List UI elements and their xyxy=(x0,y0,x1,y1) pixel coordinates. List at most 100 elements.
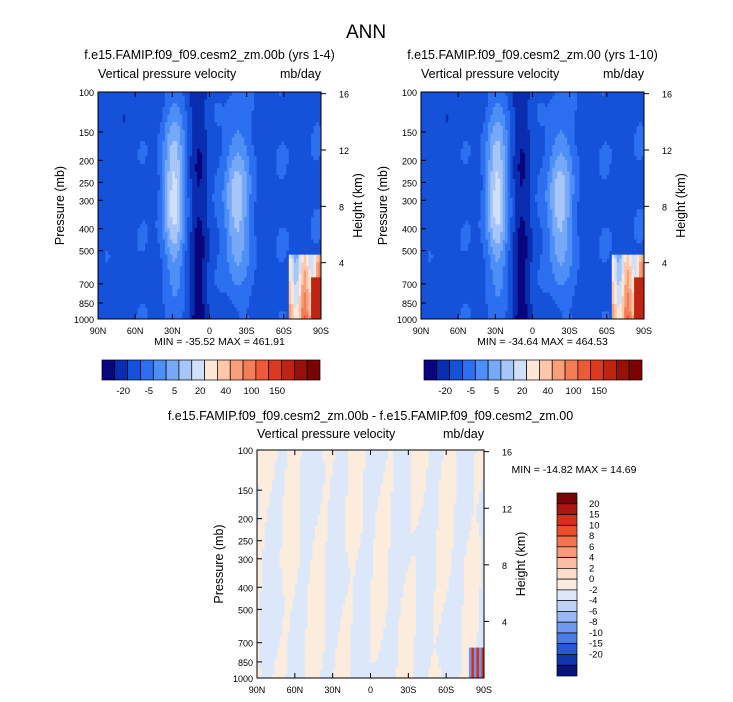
contour-cell xyxy=(273,231,277,237)
contour-cell xyxy=(271,95,275,100)
contour-cell xyxy=(249,224,253,229)
contour-cell xyxy=(251,296,255,301)
contour-cell xyxy=(264,247,267,252)
contour-cell xyxy=(177,296,181,301)
contour-cell xyxy=(179,92,183,97)
contour-cell xyxy=(105,281,109,286)
contour-cell xyxy=(142,133,146,138)
contour-cell xyxy=(197,266,200,271)
contour-cell xyxy=(229,194,233,199)
contour-cell xyxy=(172,266,176,271)
contour-cell xyxy=(254,160,257,165)
contour-cell xyxy=(115,114,119,119)
contour-cell xyxy=(98,95,101,100)
contour-cell xyxy=(236,254,240,259)
contour-cell xyxy=(281,107,285,112)
contour-cell xyxy=(231,190,235,195)
contour-cell xyxy=(184,269,188,274)
contour-cell xyxy=(259,201,262,206)
contour-cell xyxy=(117,190,121,195)
contour-cell xyxy=(291,243,295,248)
contour-cell xyxy=(100,296,104,301)
contour-cell xyxy=(142,179,146,184)
contour-cell xyxy=(236,95,240,100)
contour-cell xyxy=(236,141,240,146)
contour-cell xyxy=(226,194,230,199)
contour-cell xyxy=(150,129,153,135)
contour-cell xyxy=(197,288,200,293)
contour-cell xyxy=(224,220,228,225)
contour-cell xyxy=(115,250,119,256)
contour-cell xyxy=(216,266,220,271)
contour-cell xyxy=(303,160,307,165)
contour-cell xyxy=(110,103,114,108)
contour-cell xyxy=(142,277,146,282)
contour-cell xyxy=(244,220,248,225)
contour-cell xyxy=(211,216,215,222)
contour-cell xyxy=(169,292,173,297)
contour-cell xyxy=(135,243,139,248)
contour-cell xyxy=(236,92,240,97)
contour-cell xyxy=(130,190,134,195)
contour-cell xyxy=(197,114,200,119)
contour-cell xyxy=(184,103,188,108)
contour-cell xyxy=(209,141,213,146)
contour-cell xyxy=(214,224,218,229)
contour-cell xyxy=(211,175,215,180)
contour-cell xyxy=(179,269,183,274)
contour-cell xyxy=(226,239,230,244)
contour-cell xyxy=(112,114,116,119)
contour-cell xyxy=(169,182,173,187)
contour-cell xyxy=(254,284,257,290)
contour-cell xyxy=(311,292,314,297)
contour-cell xyxy=(231,141,235,146)
contour-cell xyxy=(100,224,104,229)
contour-cell xyxy=(288,269,292,274)
contour-cell xyxy=(318,254,322,259)
contour-cell xyxy=(105,224,109,229)
contour-cell xyxy=(211,167,215,172)
contour-cell xyxy=(154,292,158,297)
contour-cell xyxy=(298,239,302,244)
contour-cell xyxy=(115,92,119,97)
contour-cell xyxy=(115,126,119,131)
contour-cell xyxy=(154,99,158,104)
contour-cell xyxy=(296,160,300,165)
contour-cell xyxy=(293,141,297,146)
contour-cell xyxy=(308,148,312,153)
contour-cell xyxy=(122,103,126,108)
contour-cell xyxy=(313,254,317,259)
contour-cell xyxy=(214,186,218,191)
contour-cell xyxy=(115,171,119,176)
contour-cell xyxy=(234,205,238,210)
contour-cell xyxy=(145,144,148,150)
contour-cell xyxy=(169,269,173,274)
contour-cell xyxy=(259,205,262,210)
contour-cell xyxy=(288,254,292,259)
contour-cell xyxy=(256,258,260,263)
contour-cell xyxy=(172,213,176,218)
contour-cell xyxy=(256,262,260,267)
contour-cell xyxy=(150,152,153,157)
contour-cell xyxy=(135,182,139,187)
contour-cell xyxy=(154,243,158,248)
contour-cell xyxy=(105,118,109,123)
contour-cell xyxy=(296,126,300,131)
contour-cell xyxy=(132,284,136,290)
contour-cell xyxy=(246,175,250,180)
contour-cell xyxy=(224,148,228,153)
contour-cell xyxy=(98,247,101,252)
contour-cell xyxy=(147,110,151,116)
contour-cell xyxy=(115,190,119,195)
contour-cell xyxy=(132,201,136,206)
contour-cell xyxy=(311,266,314,271)
contour-cell xyxy=(150,296,153,301)
contour-cell xyxy=(311,273,314,278)
contour-cell xyxy=(189,209,193,214)
contour-cell xyxy=(184,266,188,271)
contour-cell xyxy=(172,118,176,123)
contour-cell xyxy=(288,197,292,203)
contour-cell xyxy=(162,107,166,112)
contour-cell xyxy=(276,243,280,248)
contour-cell xyxy=(241,288,245,293)
